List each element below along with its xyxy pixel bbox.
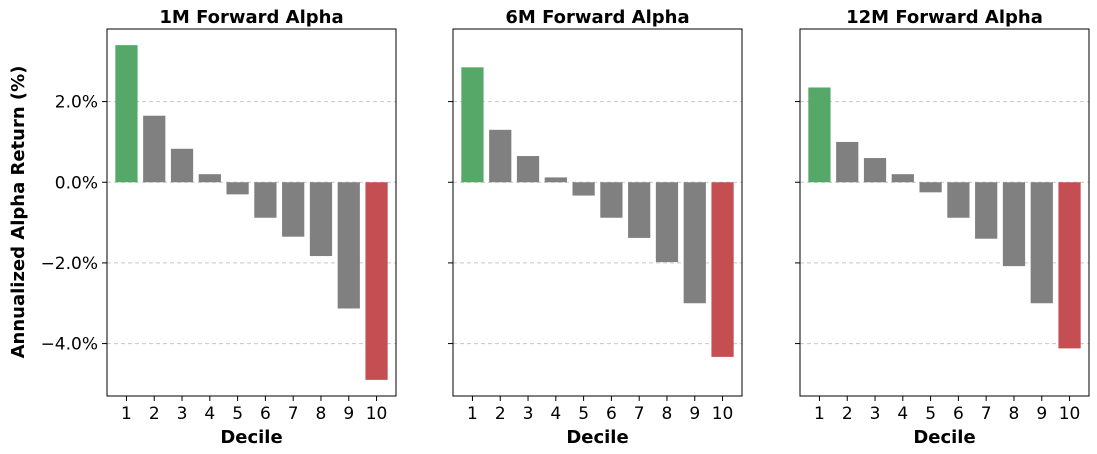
- bar-decile-3: [170, 148, 194, 183]
- x-tick-label: 1: [814, 404, 825, 424]
- x-tick-label: 10: [366, 404, 388, 424]
- bar-decile-8: [655, 182, 679, 263]
- bar-decile-4: [891, 174, 914, 183]
- bar-decile-4: [198, 174, 221, 183]
- x-tick-label: 9: [343, 404, 354, 424]
- bar-decile-9: [683, 182, 706, 304]
- x-tick-label: 6: [260, 404, 271, 424]
- bar-decile-9: [337, 182, 360, 309]
- x-axis-label: Decile: [566, 427, 628, 448]
- x-tick-label: 5: [925, 404, 936, 424]
- bar-decile-10: [365, 182, 388, 380]
- bar-decile-10: [1058, 182, 1081, 349]
- x-tick-label: 5: [232, 404, 243, 424]
- x-tick-label: 7: [288, 404, 299, 424]
- bar-decile-1: [115, 45, 138, 183]
- y-tick-label: −4.0%: [41, 335, 98, 355]
- bar-decile-3: [516, 156, 540, 183]
- panel-title: 6M Forward Alpha: [505, 7, 689, 28]
- x-tick-label: 2: [149, 404, 160, 424]
- x-axis-label: Decile: [220, 427, 282, 448]
- x-tick-label: 9: [1036, 404, 1047, 424]
- chart-panel-3: 12M Forward Alpha 1 2 3 4 5 6 7 8 9 10 Decile: [795, 7, 1090, 448]
- x-tick-label: 6: [953, 404, 964, 424]
- x-tick-label: 2: [495, 404, 506, 424]
- y-tick-label: −2.0%: [41, 254, 98, 274]
- x-tick-label: 7: [981, 404, 992, 424]
- x-tick-label: 7: [634, 404, 645, 424]
- y-axis-label: Annualized Alpha Return (%): [8, 66, 29, 359]
- panel-title: 1M Forward Alpha: [159, 7, 343, 28]
- x-tick-label: 1: [467, 404, 478, 424]
- bar-decile-2: [489, 129, 512, 183]
- plot-frame: [799, 28, 1090, 397]
- bar-decile-9: [1030, 182, 1053, 304]
- x-tick-label: 2: [842, 404, 853, 424]
- bar-decile-3: [863, 158, 887, 183]
- bar-decile-2: [836, 141, 859, 183]
- x-tick-label: 8: [316, 404, 327, 424]
- x-tick-label: 4: [897, 404, 908, 424]
- bar-decile-1: [461, 67, 484, 183]
- chart-panel-2: 6M Forward Alpha 1 2 3 4 5 6 7 8 9 10 Decile: [448, 7, 743, 448]
- bar-decile-7: [975, 182, 998, 239]
- bar-decile-6: [254, 182, 277, 218]
- bar-decile-10: [711, 182, 734, 357]
- plot-frame: [452, 28, 743, 397]
- x-tick-label: 3: [523, 404, 534, 424]
- bar-decile-4: [544, 177, 567, 183]
- x-tick-label: 3: [177, 404, 188, 424]
- y-tick-label: 2.0%: [55, 93, 98, 113]
- panel-title: 12M Forward Alpha: [846, 7, 1043, 28]
- y-tick-label: 0.0%: [55, 173, 98, 193]
- x-tick-label: 5: [578, 404, 589, 424]
- bar-decile-5: [919, 182, 942, 193]
- x-tick-label: 4: [550, 404, 561, 424]
- x-tick-label: 4: [204, 404, 215, 424]
- bar-decile-8: [1002, 182, 1026, 267]
- bar-decile-5: [226, 182, 249, 195]
- plot-frame: [106, 28, 397, 397]
- bar-decile-1: [808, 87, 831, 183]
- x-tick-label: 8: [1009, 404, 1020, 424]
- bar-decile-5: [572, 182, 595, 196]
- x-tick-label: 1: [121, 404, 132, 424]
- x-tick-label: 9: [689, 404, 700, 424]
- x-tick-label: 8: [662, 404, 673, 424]
- bar-decile-6: [600, 182, 623, 218]
- bar-decile-8: [309, 182, 333, 257]
- bar-decile-6: [947, 182, 970, 218]
- bar-decile-7: [628, 182, 651, 238]
- bar-decile-7: [282, 182, 305, 237]
- x-axis-label: Decile: [913, 427, 975, 448]
- bar-decile-2: [143, 115, 166, 183]
- x-tick-label: 3: [870, 404, 881, 424]
- x-tick-label: 10: [712, 404, 734, 424]
- x-tick-label: 10: [1059, 404, 1081, 424]
- chart-panel-1: 1M Forward Alpha 2.0% 0.0% −2.0% −4.0% 1 2 3 4 5 6…: [41, 7, 397, 448]
- x-tick-label: 6: [606, 404, 617, 424]
